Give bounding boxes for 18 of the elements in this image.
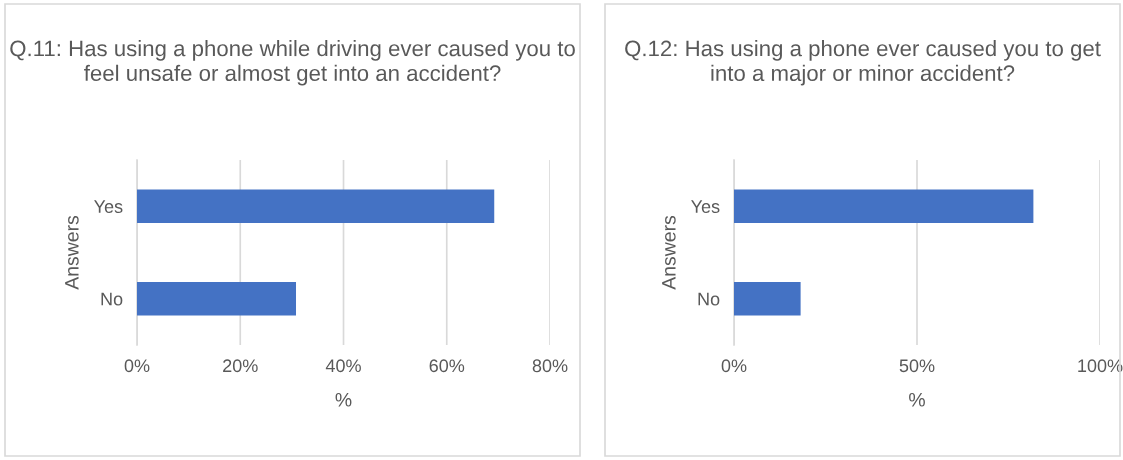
x-axis-title: %	[909, 392, 925, 407]
x-tick-label: 100%	[1078, 359, 1123, 373]
chart-title: Q.11: Has using a phone while driving ever caused you to feel unsafe or almost get into an accident?	[10, 40, 575, 86]
x-axis-title: %	[335, 392, 352, 407]
x-tick-label: 60%	[429, 359, 465, 373]
x-tick-label: 80%	[532, 359, 568, 373]
x-tick-label: 0%	[721, 359, 747, 373]
x-tick-label: 40%	[325, 359, 361, 373]
y-axis-title: Answers	[662, 215, 676, 290]
y-tick-label: No	[698, 292, 720, 306]
y-tick-label: No	[101, 292, 123, 306]
x-tick-label: 20%	[223, 359, 258, 373]
y-tick-label: Yes	[94, 200, 123, 213]
y-axis-title: Answers	[65, 215, 79, 290]
x-tick-label: 0%	[124, 359, 150, 373]
y-tick-label: Yes	[691, 200, 720, 213]
x-tick-label: 50%	[899, 359, 935, 373]
chart-title: Q.12: Has using a phone ever caused you to get into a major or minor accident?	[625, 40, 1101, 86]
